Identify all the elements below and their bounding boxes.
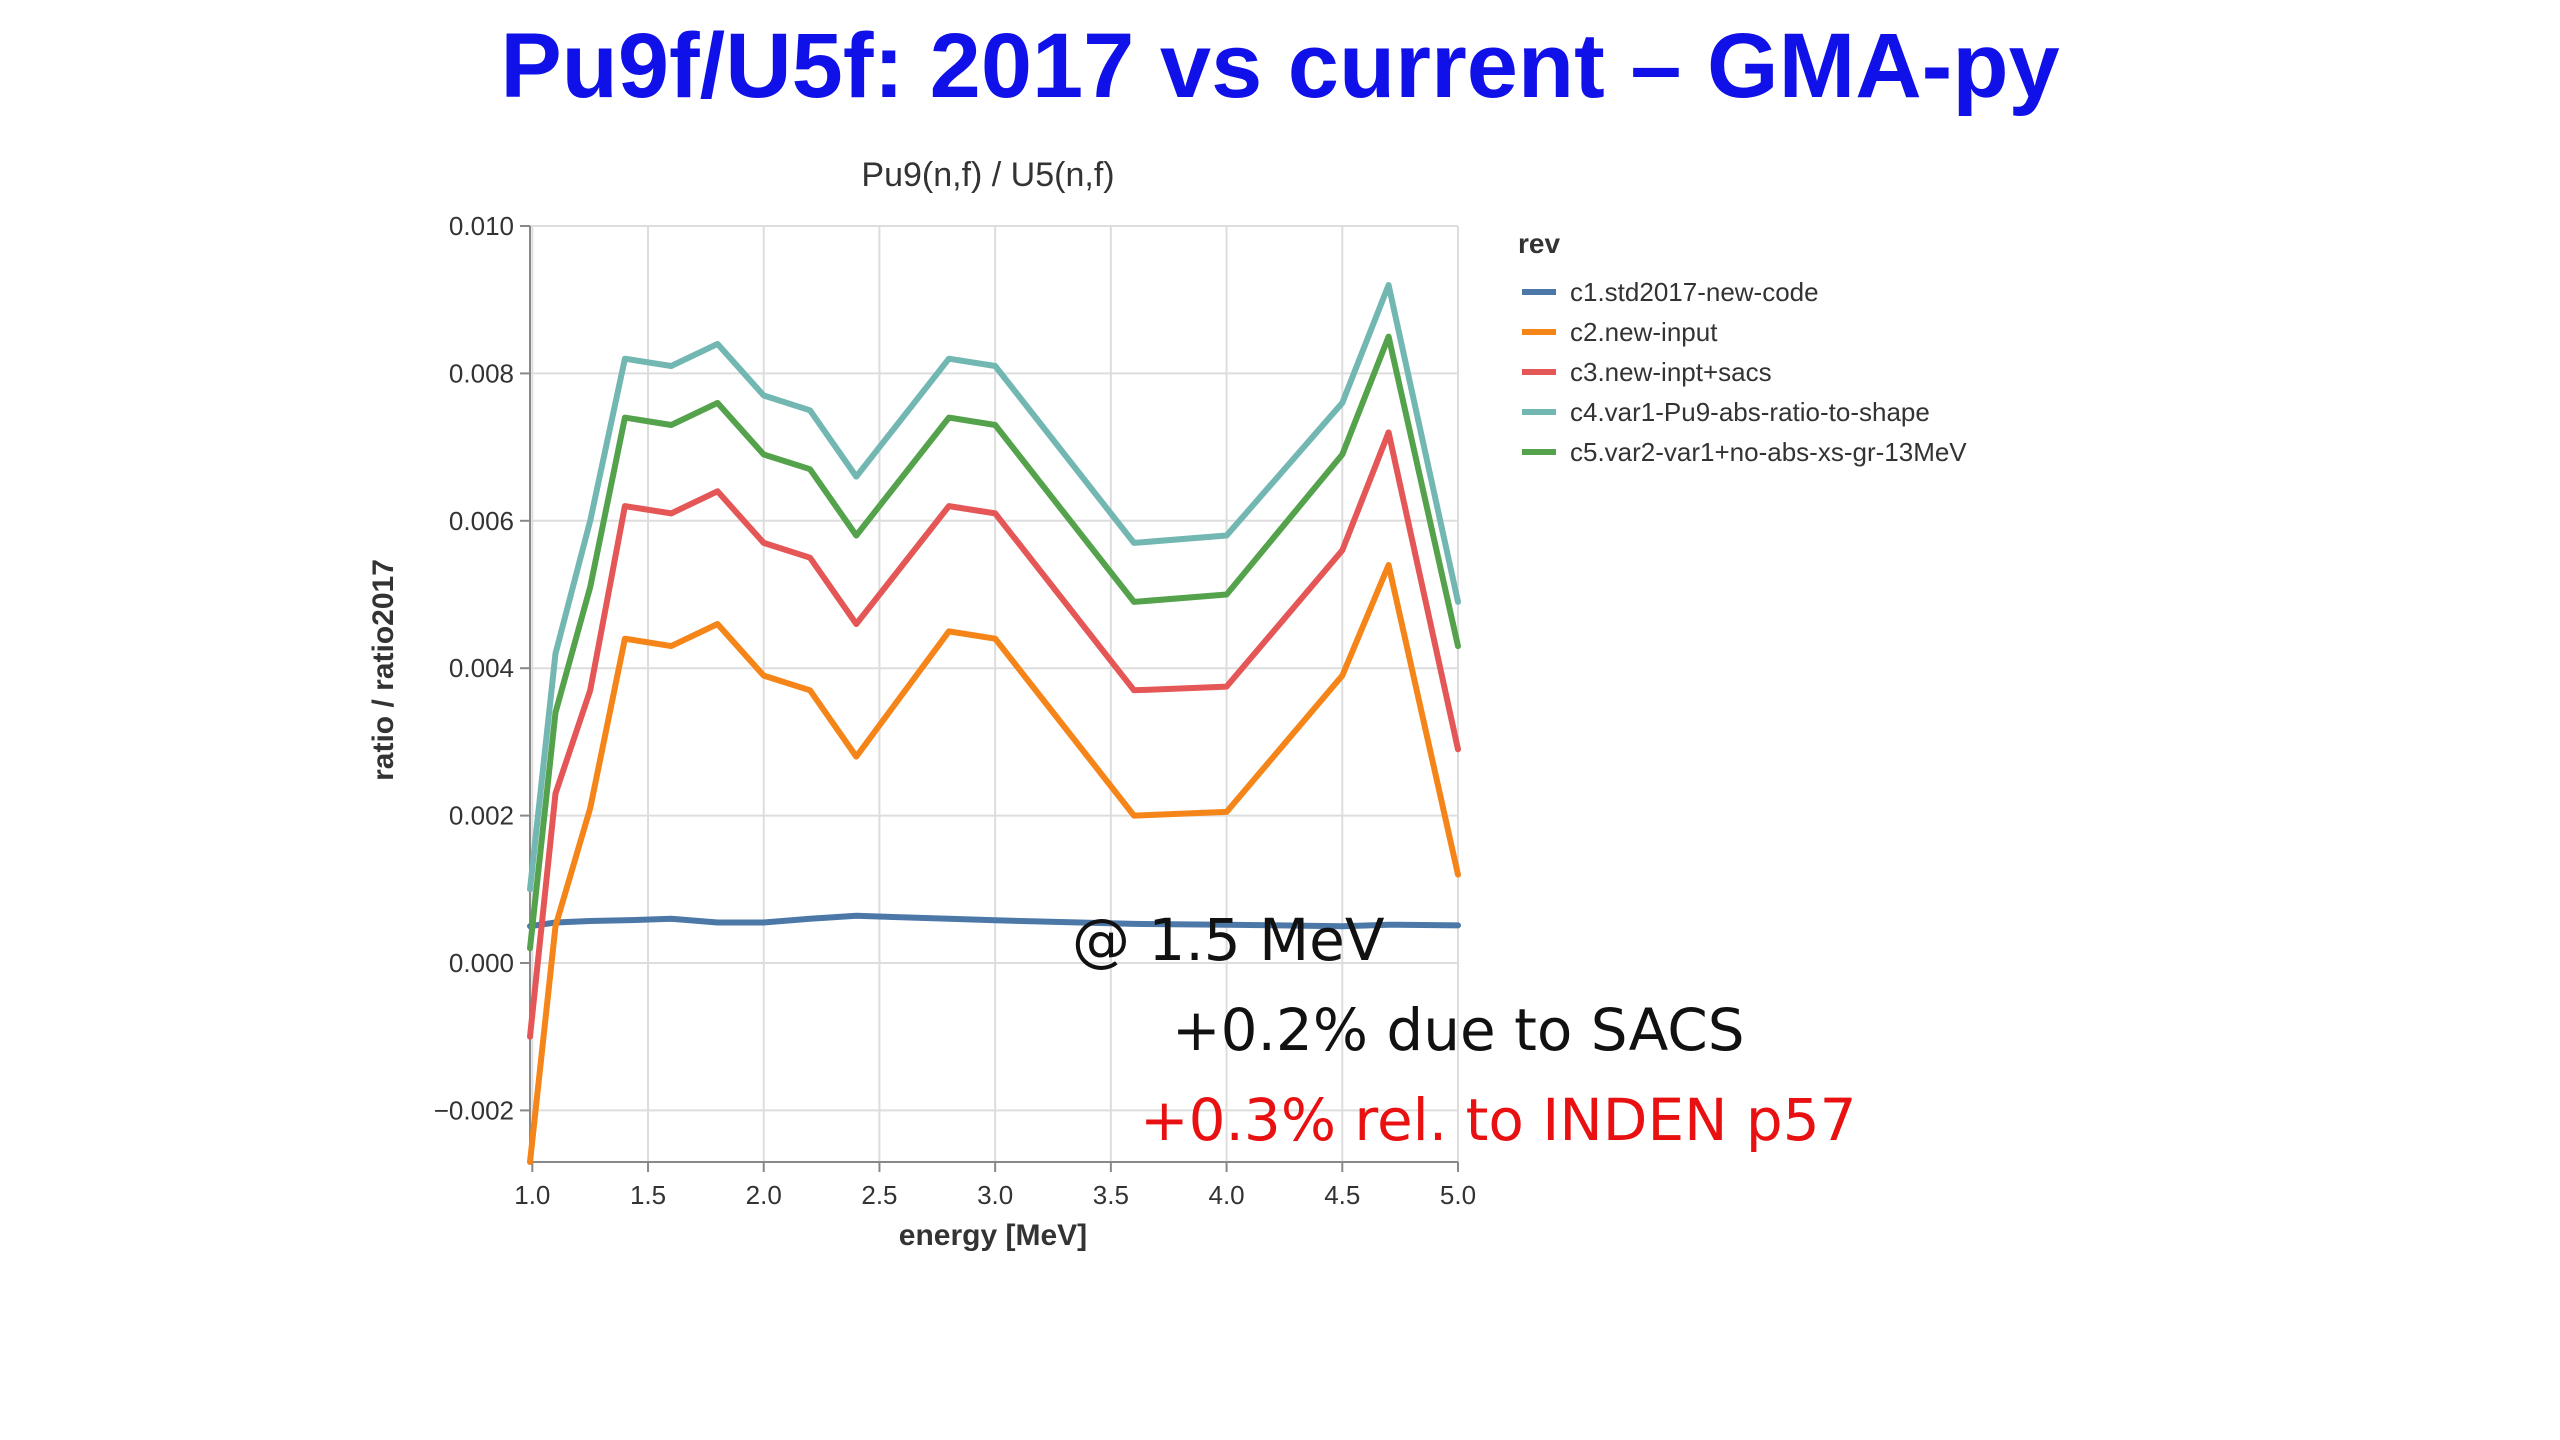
annotation-energy: @ 1.5 MeV [1072,906,1385,974]
annotation-sacs: +0.2% due to SACS [1172,996,1745,1064]
series-line-c5.var2-var1+no-abs-xs-gr-13MeV [527,333,1461,952]
slide-title: Pu9f/U5f: 2017 vs current – GMA-py [500,15,2060,117]
series-line-c4.var1-Pu9-abs-ratio-to-shape [527,282,1461,893]
x-tick-label: 2.5 [861,1180,897,1210]
legend-label: c1.std2017-new-code [1570,277,1819,307]
legend: rev c1.std2017-new-code c2.new-input c3.ne… [1518,228,1967,467]
chart-title: Pu9(n,f) / U5(n,f) [861,156,1114,194]
axes: 1.0 1.5 2.0 2.5 3.0 3.5 4.0 4.5 5.0 −0.002 0.000 0.… [434,211,1476,1210]
x-tick-label: 2.0 [746,1180,782,1210]
series-line-c1.std2017-new-code [527,912,1461,930]
legend-label: c3.new-inpt+sacs [1570,357,1772,387]
legend-label: c4.var1-Pu9-abs-ratio-to-shape [1570,397,1930,427]
annotation-inden: +0.3% rel. to INDEN p57 [1140,1086,1857,1154]
series-line-c2.new-input [527,562,1461,1165]
x-tick-label: 4.5 [1324,1180,1360,1210]
x-tick-label: 4.0 [1209,1180,1245,1210]
x-axis-label: energy [MeV] [899,1219,1087,1252]
y-tick-label: 0.008 [449,358,514,388]
y-tick-label: 0.004 [449,653,514,683]
legend-label: c2.new-input [1570,317,1718,347]
grid-lines [530,225,1459,1162]
series-line-c3.new-inpt+sacs [527,429,1461,1040]
x-tick-label: 3.0 [977,1180,1013,1210]
y-tick-label: 0.000 [449,948,514,978]
legend-label: c5.var2-var1+no-abs-xs-gr-13MeV [1570,437,1967,467]
x-tick-label: 5.0 [1440,1180,1476,1210]
y-axis-label: ratio / ratio2017 [367,559,400,781]
y-tick-label: −0.002 [434,1095,514,1125]
x-tick-label: 1.5 [630,1180,666,1210]
legend-title: rev [1518,228,1560,259]
x-tick-label: 1.0 [514,1180,550,1210]
y-tick-label: 0.002 [449,801,514,831]
series-lines [527,282,1461,1165]
y-tick-label: 0.006 [449,506,514,536]
y-tick-label: 0.010 [449,211,514,241]
x-tick-label: 3.5 [1093,1180,1129,1210]
